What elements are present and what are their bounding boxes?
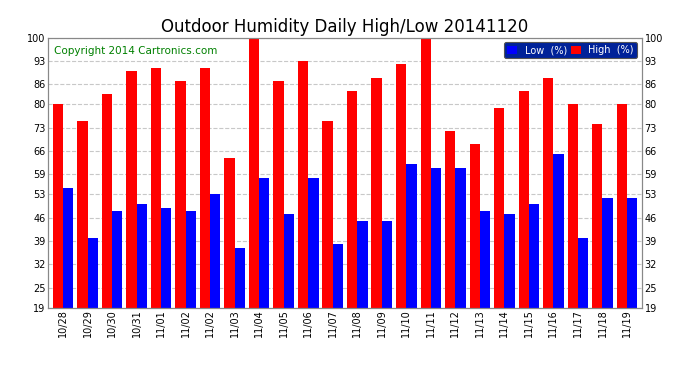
Bar bbox=[617, 104, 627, 308]
Bar bbox=[77, 121, 88, 308]
Bar bbox=[602, 198, 613, 308]
Bar bbox=[284, 214, 294, 308]
Bar bbox=[529, 204, 539, 308]
Bar bbox=[224, 158, 235, 308]
Bar bbox=[347, 91, 357, 308]
Bar bbox=[101, 94, 112, 308]
Bar bbox=[259, 177, 270, 308]
Bar bbox=[627, 198, 638, 308]
Bar bbox=[249, 38, 259, 308]
Bar bbox=[504, 214, 515, 308]
Bar bbox=[543, 78, 553, 308]
Bar bbox=[480, 211, 490, 308]
Bar bbox=[175, 81, 186, 308]
Bar bbox=[273, 81, 284, 308]
Bar bbox=[494, 108, 504, 307]
Bar bbox=[357, 221, 368, 308]
Bar bbox=[578, 237, 589, 308]
Bar bbox=[470, 144, 480, 308]
Bar bbox=[568, 104, 578, 308]
Bar bbox=[333, 244, 343, 308]
Legend: Low  (%), High  (%): Low (%), High (%) bbox=[504, 42, 637, 58]
Bar bbox=[235, 248, 245, 308]
Bar bbox=[455, 168, 466, 308]
Bar bbox=[200, 68, 210, 308]
Bar bbox=[298, 61, 308, 308]
Bar bbox=[112, 211, 122, 308]
Bar bbox=[420, 38, 431, 308]
Text: Copyright 2014 Cartronics.com: Copyright 2014 Cartronics.com bbox=[55, 46, 217, 56]
Bar bbox=[308, 177, 319, 308]
Bar bbox=[396, 64, 406, 308]
Bar bbox=[382, 221, 392, 308]
Bar bbox=[553, 154, 564, 308]
Bar bbox=[88, 237, 98, 308]
Title: Outdoor Humidity Daily High/Low 20141120: Outdoor Humidity Daily High/Low 20141120 bbox=[161, 18, 529, 36]
Bar bbox=[52, 104, 63, 308]
Bar bbox=[431, 168, 441, 308]
Bar bbox=[210, 194, 220, 308]
Bar bbox=[406, 164, 417, 308]
Bar bbox=[126, 71, 137, 308]
Bar bbox=[186, 211, 196, 308]
Bar bbox=[137, 204, 147, 308]
Bar bbox=[371, 78, 382, 308]
Bar bbox=[161, 207, 171, 308]
Bar bbox=[445, 131, 455, 308]
Bar bbox=[592, 124, 602, 308]
Bar bbox=[519, 91, 529, 308]
Bar bbox=[63, 188, 73, 308]
Bar bbox=[322, 121, 333, 308]
Bar bbox=[151, 68, 161, 308]
